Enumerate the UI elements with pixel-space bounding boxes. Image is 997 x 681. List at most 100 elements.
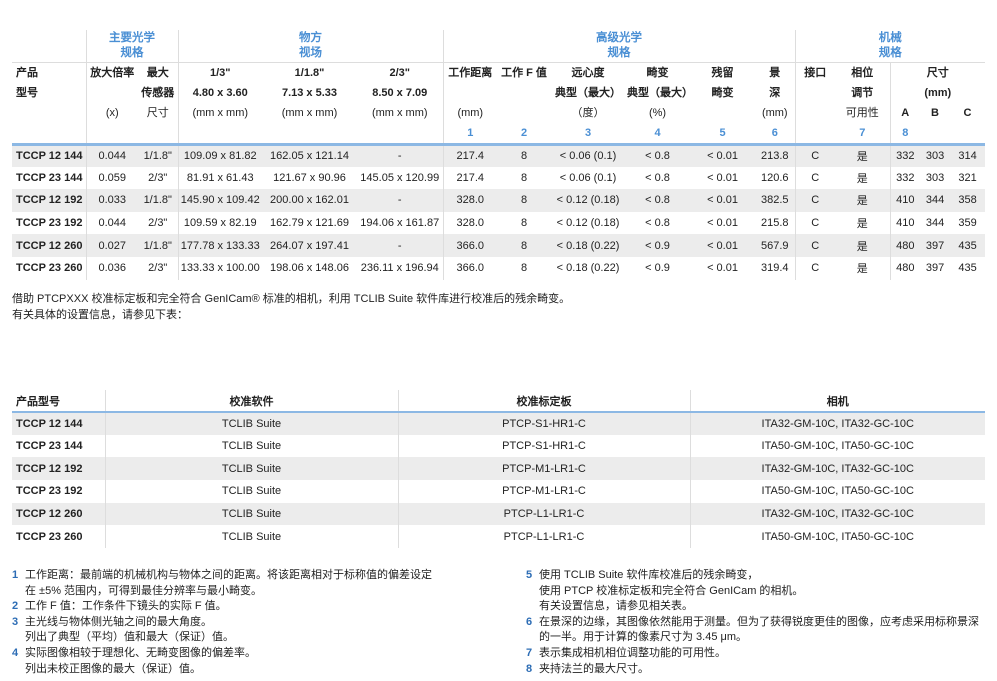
column-header: (mm x mm) (177, 102, 262, 123)
size-col-b: B (931, 106, 939, 119)
cell: < 0.12 (0.18) (551, 189, 626, 212)
cell: 332 (889, 144, 921, 167)
cell: 是 (835, 189, 891, 212)
cell: 303 (925, 171, 945, 184)
table-row: TCCP 12 144 0.044 1/1.8" 109.09 x 81.82 162.… (12, 144, 986, 167)
specification-table: 主要光学 规格 物方 视场 高级光学 规格 机械 规格 产品 放大倍率 最大 1/3" 1/1.8" 2/… (12, 30, 986, 280)
column-header: (%) (648, 106, 667, 119)
cell: 120.6 (761, 171, 789, 184)
column-header: 畸变 (711, 86, 734, 99)
cell: 198.06 x 148.06 (270, 262, 349, 275)
column-header: 1/3" (177, 62, 262, 83)
cell: 是 (835, 234, 891, 257)
column-header: (mm x mm) (281, 106, 338, 119)
footnote-line: 有关设置信息，请参见相关表。 (539, 600, 693, 613)
cell: PTCP-S1-HR1-C (397, 434, 690, 458)
table-row: TCCP 12 260 TCLIB Suite PTCP-L1-LR1-C ITA32… (12, 502, 985, 526)
product-model: TCCP 12 144 (12, 412, 105, 435)
calibration-note: 借助 PTCPXXX 校准标定板和完全符合 GenICam® 标准的相机，利用 … (12, 291, 570, 323)
footnote: 8 夹持法兰的最大尺寸。 (526, 662, 979, 678)
cell: 382.5 (755, 189, 796, 212)
table-row: TCCP 12 192 0.033 1/1.8" 145.90 x 109.42 200… (12, 189, 986, 212)
column-header (262, 122, 357, 146)
column-header: 尺寸 (146, 106, 169, 119)
footnote-line: 夹持法兰的最大尺寸。 (539, 662, 649, 675)
cell: 397 (925, 262, 945, 275)
cell: - (357, 234, 444, 257)
cell: < 0.8 (645, 217, 670, 230)
cell: < 0.8 (645, 171, 670, 184)
cell: 145.05 x 120.99 (360, 171, 440, 184)
cell: 480 (889, 234, 921, 257)
cell: C (794, 256, 836, 280)
cell: ITA50-GM-10C, ITA50-GC-10C (689, 434, 985, 458)
footnote-number: 3 (12, 615, 19, 628)
table-row: TCCP 23 144 0.059 2/3" 81.91 x 61.43 121.67 … (12, 166, 985, 190)
footnote: 2 工作 F 值：工作条件下镜头的实际 F 值。 (12, 599, 432, 615)
cell: < 0.18 (0.22) (556, 262, 620, 275)
footnote-number: 4 (12, 646, 19, 659)
cell: 162.79 x 121.69 (270, 217, 349, 230)
footnote-line: 表示集成相机相位调整功能的可用性。 (539, 646, 726, 659)
group-field-of-view: 物方 视场 (177, 30, 444, 63)
cell: TCLIB Suite (104, 525, 398, 549)
column-header: 型号 (16, 86, 38, 99)
size-unit: (mm) (889, 82, 986, 103)
product-model: TCCP 23 144 (16, 440, 83, 453)
cell: TCLIB Suite (104, 480, 398, 503)
cell: TCLIB Suite (104, 457, 398, 481)
column-header (12, 103, 86, 123)
cell: 344 (920, 189, 951, 212)
cell: - (357, 144, 444, 167)
product-model: TCCP 23 144 (16, 171, 83, 184)
column-header (794, 82, 836, 103)
footnote-line: 工作距离：最前端的机械机构与物体之间的距离。将该距离相对于标称值的偏差设定 (25, 569, 432, 581)
column-header: 3 (551, 122, 626, 146)
column-header: 2 (497, 122, 552, 146)
table-row: TCCP 23 192 TCLIB Suite PTCP-M1-LR1-C ITA50… (12, 480, 985, 503)
footnote-text: 主光线与物体侧光轴之间的最大角度。 列出了典型（平均）值和最大（保证）值。 (25, 615, 234, 646)
note-line: 借助 PTCPXXX 校准标定板和完全符合 GenICam® 标准的相机，利用 … (12, 293, 571, 305)
cell: < 0.12 (0.18) (556, 217, 620, 230)
cell: 是 (835, 144, 891, 167)
cell: 366.0 (442, 234, 498, 257)
cell: 2/3" (148, 171, 168, 184)
footnote-line: 在 ±5% 范围内，可得到最佳分辨率与最小畸变。 (25, 584, 263, 597)
cell: PTCP-S1-HR1-C (397, 412, 690, 435)
column-header (357, 122, 444, 146)
column-header (85, 82, 138, 103)
footnote-text: 工作距离：最前端的机械机构与物体之间的距离。将该距离相对于标称值的偏差设定在 ±… (25, 568, 432, 599)
cell: 410 (889, 189, 921, 212)
cell: 332 (889, 166, 921, 190)
cell: 328.0 (442, 189, 498, 212)
column-header: 1/1.8" (294, 66, 325, 79)
cell: 217.4 (442, 166, 498, 190)
cell: 358 (950, 189, 986, 212)
cell: 480 (889, 256, 921, 280)
table-row: TCCP 23 192 0.044 2/3" 109.59 x 82.19 162.79… (12, 211, 985, 235)
column-header: 可用性 (845, 106, 879, 119)
product-model: TCCP 23 192 (16, 485, 83, 498)
cell: 133.33 x 100.00 (177, 256, 262, 280)
cell: < 0.06 (0.1) (551, 144, 626, 167)
cell: 1/1.8" (138, 189, 178, 212)
cell: C (794, 166, 836, 190)
column-header: (mm) (442, 102, 498, 123)
footnote-line: 列出未校正图像的最大（保证）值。 (25, 662, 201, 675)
group-mechanical: 机械 规格 (794, 30, 986, 63)
column-header: 远心度 (571, 66, 605, 79)
cell: 410 (889, 211, 921, 235)
column-header: (mm x mm) (371, 106, 428, 119)
footnote-ref: 8 (889, 122, 921, 146)
column-header (177, 122, 262, 146)
cell: TCLIB Suite (104, 502, 398, 526)
cell: 213.8 (755, 144, 796, 167)
cell: C (794, 144, 836, 167)
cell: 109.59 x 82.19 (177, 211, 262, 235)
footnote-number: 5 (526, 569, 533, 581)
group-title-line: 规格 (607, 46, 631, 59)
cell: 8 (520, 217, 528, 230)
cell: 303 (920, 144, 951, 167)
group-title-line: 物方 (299, 31, 322, 44)
column-header: 调节 (851, 86, 874, 99)
